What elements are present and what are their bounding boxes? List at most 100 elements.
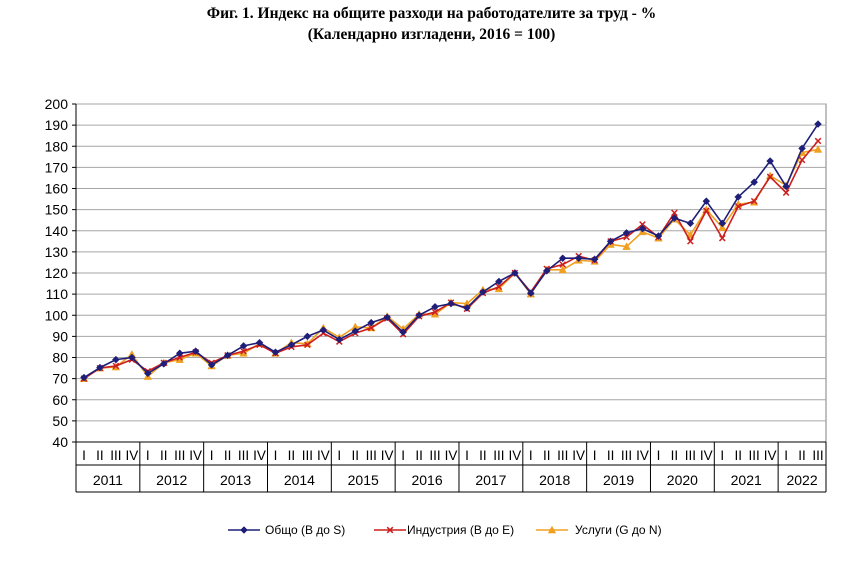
- point-2-31-b: [559, 261, 567, 268]
- quarter-label-2011-3: III: [110, 448, 121, 463]
- y-tick-label-90: 90: [52, 328, 68, 344]
- quarter-label-2021-4: IV: [764, 448, 777, 463]
- point-1-10: [223, 351, 232, 360]
- y-tick-label-100: 100: [45, 307, 69, 323]
- y-tick-label-150: 150: [45, 202, 69, 218]
- point-2-44-b: [766, 173, 774, 181]
- series-line-1: [83, 123, 819, 379]
- y-tick-label-160: 160: [45, 181, 69, 197]
- year-label-2017: 2017: [475, 472, 506, 488]
- point-1-40: [702, 197, 711, 206]
- y-tick-label-180: 180: [45, 138, 69, 154]
- quarter-label-2011-1: I: [82, 448, 86, 463]
- year-label-2022: 2022: [786, 472, 817, 488]
- point-2-39-b: [687, 237, 694, 245]
- point-1-20: [383, 313, 392, 322]
- quarter-label-2016-4: IV: [445, 448, 458, 463]
- point-1-44: [766, 157, 775, 165]
- year-label-2019: 2019: [603, 472, 634, 488]
- point-1-12: [255, 338, 264, 347]
- quarter-label-2014-1: I: [274, 448, 278, 463]
- point-1-32: [574, 254, 583, 263]
- year-label-2020: 2020: [667, 472, 698, 488]
- year-label-2021: 2021: [731, 472, 762, 488]
- chart-title: Фиг. 1. Индекс на общите разходи на рабо…: [206, 5, 657, 22]
- point-1-45: [782, 182, 790, 191]
- series-1: [80, 120, 822, 382]
- point-1-3: [112, 355, 120, 364]
- point-1-36: [638, 224, 647, 233]
- y-tick-label-120: 120: [45, 265, 69, 281]
- quarter-label-2015-4: IV: [381, 448, 394, 463]
- quarter-label-2013-4: IV: [253, 448, 266, 463]
- point-1-9: [207, 361, 216, 369]
- legend-item-3: Услуги (G до N): [536, 523, 662, 537]
- point-1-28: [510, 269, 519, 277]
- point-1-41: [718, 219, 727, 228]
- quarter-label-2017-2: II: [479, 448, 487, 463]
- quarter-label-2019-1: I: [593, 448, 597, 463]
- point-1-42: [734, 193, 743, 201]
- point-1-11: [239, 342, 248, 350]
- point-2-45-b: [782, 189, 790, 197]
- series-3: [79, 145, 823, 382]
- point-3-47: [813, 145, 823, 153]
- legend-label-1: Общо (B до S): [265, 523, 345, 537]
- y-tick-label-190: 190: [45, 117, 69, 133]
- quarter-label-2021-1: I: [720, 448, 724, 463]
- point-1-16: [319, 326, 328, 334]
- year-label-2015: 2015: [348, 472, 379, 488]
- point-1-17: [335, 335, 344, 344]
- legend-marker-2-b: [386, 526, 394, 534]
- point-1-23: [431, 302, 439, 311]
- quarter-label-2022-2: II: [798, 448, 806, 463]
- legend-label-3: Услуги (G до N): [575, 523, 662, 537]
- point-2-46-b: [798, 156, 806, 164]
- quarter-label-2020-3: III: [685, 448, 696, 463]
- quarter-label-2012-3: III: [174, 448, 185, 463]
- y-tick-label-40: 40: [52, 434, 68, 450]
- point-1-29: [526, 289, 535, 297]
- y-tick-label-140: 140: [45, 223, 69, 239]
- point-1-26: [479, 288, 487, 296]
- point-1-31: [558, 254, 567, 263]
- quarter-label-2011-2: II: [96, 448, 104, 463]
- y-tick-label-110: 110: [46, 286, 69, 302]
- y-tick-label-50: 50: [52, 413, 68, 429]
- point-1-18: [351, 327, 360, 335]
- point-2-3: [112, 362, 120, 370]
- point-2-47: [814, 137, 822, 145]
- point-2-35: [623, 233, 630, 241]
- point-1-43: [750, 178, 759, 187]
- y-tick-label-80: 80: [52, 350, 68, 366]
- point-1-46: [798, 144, 806, 153]
- y-tick-label-60: 60: [52, 392, 68, 408]
- quarter-label-2015-2: II: [351, 448, 359, 463]
- point-1-5: [143, 369, 152, 378]
- quarter-label-2022-1: I: [784, 448, 788, 463]
- quarter-label-2016-3: III: [429, 448, 440, 463]
- point-2-43: [750, 197, 758, 205]
- legend-marker-1: [240, 526, 248, 534]
- quarter-label-2020-2: II: [671, 448, 679, 463]
- point-1-34: [606, 237, 615, 246]
- point-2-39: [687, 237, 694, 245]
- point-1-35: [622, 229, 631, 237]
- point-2-27-b: [495, 283, 503, 291]
- point-2-11: [240, 347, 247, 355]
- y-tick-label-70: 70: [52, 371, 68, 387]
- quarter-label-2019-2: II: [607, 448, 615, 463]
- y-axis: 40 50 60 70 80 90 100 110 120 130 140 150 160 170 180 1…: [45, 96, 77, 450]
- point-2-45: [782, 189, 790, 197]
- quarter-label-2018-2: II: [543, 448, 551, 463]
- point-2-23: [431, 308, 439, 316]
- quarter-label-2014-2: II: [288, 448, 296, 463]
- point-2-15: [304, 341, 311, 349]
- point-3-31: [558, 265, 567, 274]
- point-2-11-b: [240, 347, 247, 355]
- point-2-7-b: [176, 354, 184, 361]
- quarter-label-2020-4: IV: [700, 448, 713, 463]
- quarter-label-2013-2: II: [224, 448, 232, 463]
- y-tick-label-170: 170: [45, 159, 69, 175]
